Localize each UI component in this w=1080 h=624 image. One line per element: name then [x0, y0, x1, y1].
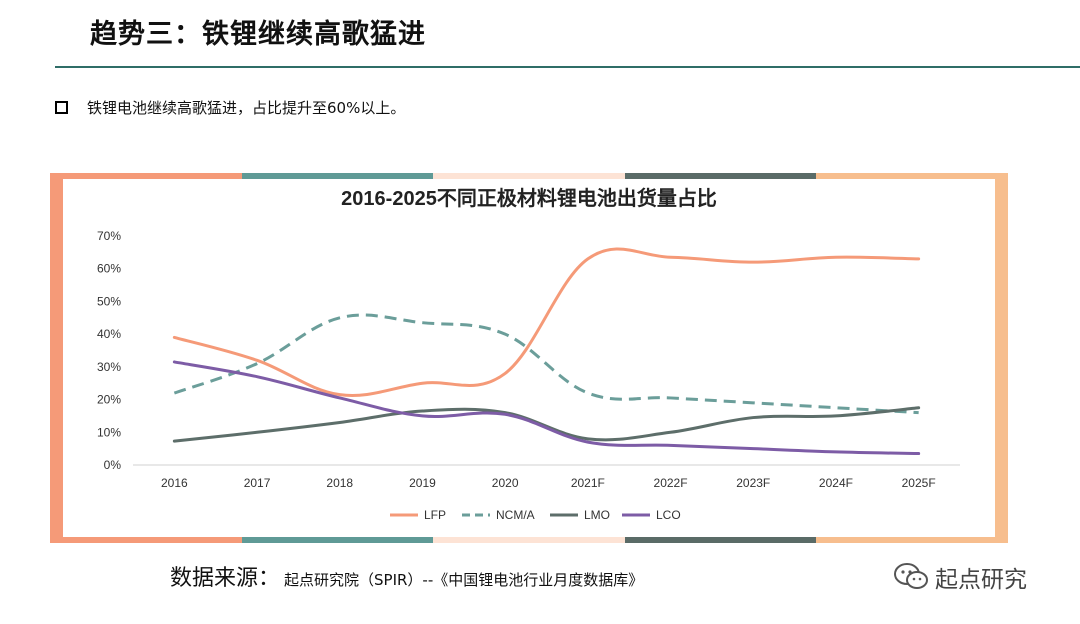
x-tick-label: 2018: [326, 476, 353, 490]
data-source: 数据来源： 起点研究院（SPIR）--《中国锂电池行业月度数据库》: [170, 560, 643, 592]
frame-bottom-segment: [433, 537, 625, 543]
legend-label: LFP: [424, 508, 446, 522]
chart-legend: LFP NCM/A LMO LCO: [390, 508, 681, 522]
frame-top-segment: [433, 173, 625, 179]
line-chart: 2016-2025不同正极材料锂电池出货量占比 0% 10% 20% 30% 40% 50…: [97, 186, 960, 522]
chart-frame: 2016-2025不同正极材料锂电池出货量占比 0% 10% 20% 30% 40% 50…: [50, 173, 1008, 543]
x-tick-label: 2020: [492, 476, 519, 490]
square-bullet-icon: [55, 101, 68, 114]
legend-label: LCO: [656, 508, 681, 522]
y-tick-label: 70%: [97, 229, 121, 243]
chart-title: 2016-2025不同正极材料锂电池出货量占比: [341, 186, 717, 210]
y-tick-label: 0%: [104, 458, 122, 472]
series-line-lco: [172, 360, 921, 456]
series-line-lfp: [172, 247, 921, 397]
frame-bottom-stripe: [50, 537, 1008, 543]
y-tick-label: 50%: [97, 294, 121, 308]
x-tick-label: 2025F: [902, 476, 936, 490]
frame-top-segment: [50, 173, 242, 179]
frame-bottom-segment: [50, 537, 242, 543]
y-tick-label: 20%: [97, 393, 121, 407]
watermark-text: 起点研究: [935, 567, 1027, 593]
frame-top-segment: [816, 173, 1008, 179]
wechat-icon: [894, 563, 928, 589]
x-tick-label: 2022F: [654, 476, 688, 490]
frame-bottom-segment: [241, 537, 434, 543]
chart-axes: 0% 10% 20% 30% 40% 50% 60% 70% 2016 2017 2018 2019 2…: [97, 229, 960, 490]
x-tick-label: 2016: [161, 476, 188, 490]
frame-top-stripe: [50, 173, 1008, 179]
legend-label: NCM/A: [496, 508, 535, 522]
y-tick-label: 30%: [97, 360, 121, 374]
watermark: 起点研究: [893, 560, 1027, 594]
title-divider: [55, 66, 1080, 68]
frame-top-segment: [624, 173, 817, 179]
chart-series: [172, 247, 921, 456]
source-text: 起点研究院（SPIR）--《中国锂电池行业月度数据库》: [284, 571, 644, 589]
y-tick-label: 60%: [97, 262, 121, 276]
frame-top-segment: [241, 173, 434, 179]
x-tick-label: 2024F: [819, 476, 853, 490]
x-tick-label: 2023F: [736, 476, 770, 490]
slide-title: 趋势三：铁锂继续高歌猛进: [90, 19, 426, 50]
series-line-ncma: [173, 313, 919, 415]
x-tick-label: 2021F: [571, 476, 605, 490]
y-tick-label: 10%: [97, 425, 121, 439]
bullet-text: 铁锂电池继续高歌猛进，占比提升至60%以上。: [87, 99, 406, 117]
frame-right-border: [995, 173, 1008, 543]
y-tick-label: 40%: [97, 327, 121, 341]
frame-bottom-segment: [624, 537, 817, 543]
x-tick-label: 2019: [409, 476, 436, 490]
source-label: 数据来源：: [170, 566, 281, 591]
bullet-point: 铁锂电池继续高歌猛进，占比提升至60%以上。: [55, 97, 405, 118]
frame-bottom-segment: [816, 537, 1008, 543]
frame-left-border: [50, 173, 63, 543]
legend-label: LMO: [584, 508, 610, 522]
x-tick-label: 2017: [244, 476, 271, 490]
series-line-lmo: [172, 406, 921, 443]
